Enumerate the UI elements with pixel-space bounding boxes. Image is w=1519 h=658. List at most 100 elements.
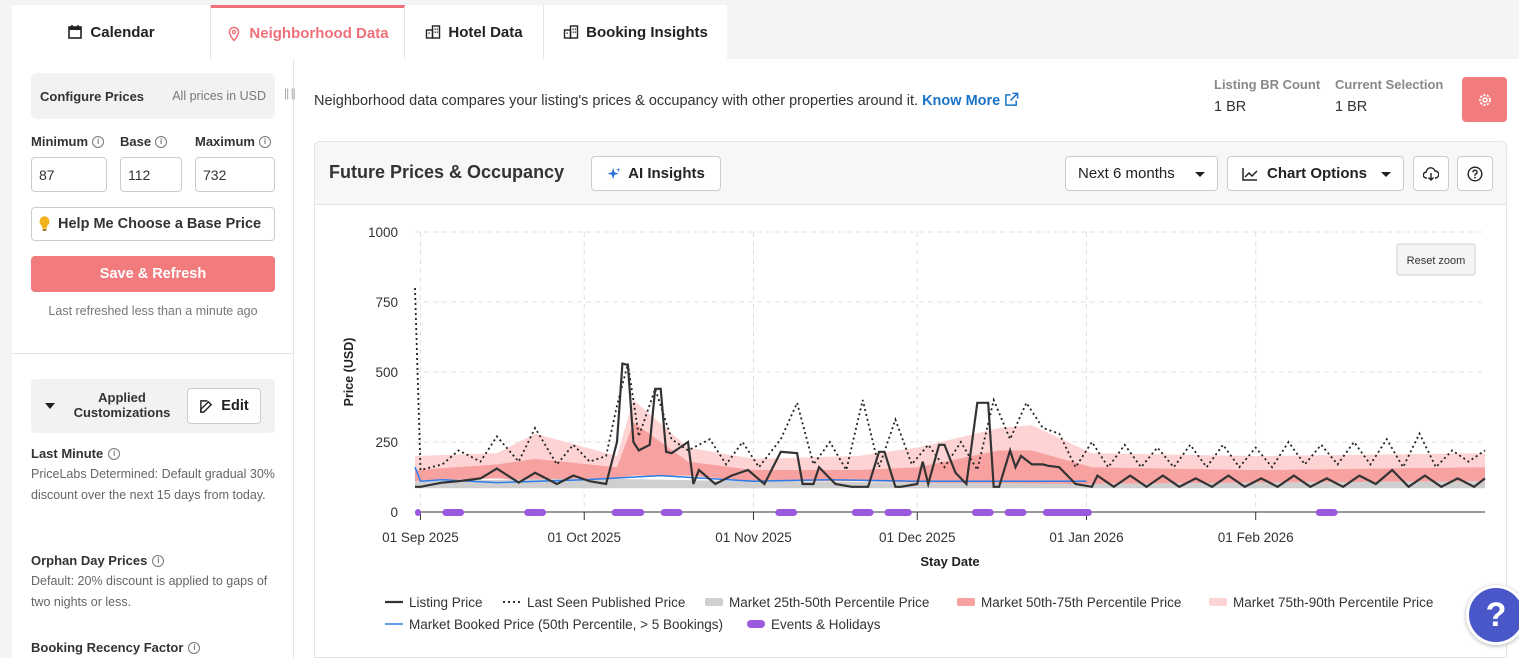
minimum-price-input[interactable] <box>31 157 107 192</box>
help-choose-base-price-label: Help Me Choose a Base Price <box>58 216 262 232</box>
building-icon <box>426 25 441 39</box>
price-occupancy-chart[interactable]: 0 250 500 750 1000 01 Sep 2025 01 Oct 2025 01 N… <box>315 206 1506 656</box>
date-range-value: Next 6 months <box>1078 165 1175 182</box>
legend-item[interactable]: Market Booked Price (50th Percentile, > … <box>409 617 723 632</box>
orphan-day-title-text: Orphan Day Prices <box>31 553 148 568</box>
market-booked-price-line <box>414 466 1087 484</box>
resize-handle[interactable]: || || <box>284 86 296 100</box>
y-tick-label: 0 <box>390 505 398 520</box>
tab-booking-label: Booking Insights <box>586 23 708 41</box>
info-icon[interactable]: i <box>188 641 201 654</box>
base-price-input[interactable] <box>120 157 182 192</box>
listing-br-value: 1 BR <box>1214 99 1247 115</box>
band-market-75th-90th-percentile-price <box>415 400 1485 470</box>
know-more-label: Know More <box>922 93 1001 109</box>
maximum-price-input[interactable] <box>195 157 275 192</box>
save-refresh-button[interactable]: Save & Refresh <box>31 256 275 292</box>
help-chat-button[interactable]: ? <box>1466 585 1519 645</box>
last-minute-desc: PriceLabs Determined: Default gradual 30… <box>31 467 275 502</box>
x-tick-label: 01 Dec 2025 <box>879 530 956 545</box>
edit-customizations-button[interactable]: Edit <box>187 388 261 424</box>
line-chart-icon <box>1242 167 1258 181</box>
event-marker <box>611 509 645 516</box>
info-icon[interactable]: i <box>152 554 165 567</box>
sidebar: Configure Prices All prices in USD Minim… <box>12 59 294 658</box>
download-button[interactable] <box>1413 156 1449 191</box>
tab-booking-insights[interactable]: Booking Insights <box>544 5 727 59</box>
edit-icon <box>200 399 213 413</box>
tab-calendar[interactable]: Calendar <box>12 5 211 59</box>
building-icon <box>563 25 579 39</box>
orphan-day-desc: Default: 20% discount is applied to gaps… <box>31 574 268 609</box>
y-tick-label: 1000 <box>368 225 398 240</box>
chart-options-label: Chart Options <box>1267 165 1367 182</box>
applied-customizations-header: Applied Customizations Edit <box>31 379 275 433</box>
last-seen-published-price-line <box>414 287 1486 473</box>
base-label-text: Base <box>120 134 152 149</box>
x-tick-label: 01 Oct 2025 <box>547 530 621 545</box>
event-marker <box>1042 509 1092 516</box>
legend-symbol <box>957 598 975 606</box>
sidebar-divider <box>12 353 293 354</box>
booking-recency-title-text: Booking Recency Factor <box>31 640 184 655</box>
reset-zoom-button[interactable] <box>1396 243 1476 276</box>
listing-price-line <box>415 362 1486 489</box>
event-marker <box>851 509 874 516</box>
x-tick-label: 01 Jan 2026 <box>1049 530 1123 545</box>
gear-icon <box>1478 93 1491 106</box>
legend-item[interactable]: Listing Price <box>409 595 483 610</box>
tab-neighborhood-data[interactable]: Neighborhood Data <box>211 5 405 59</box>
ai-insights-label: AI Insights <box>628 165 705 182</box>
event-marker <box>971 509 994 516</box>
last-minute-title-text: Last Minute <box>31 446 104 461</box>
last-minute-title: Last Minute i <box>31 446 121 461</box>
legend-item[interactable]: Events & Holidays <box>771 617 881 632</box>
current-selection-label: Current Selection <box>1335 77 1444 92</box>
info-icon[interactable]: i <box>155 135 168 148</box>
sparkle-icon <box>607 167 621 179</box>
legend-symbol <box>747 620 765 628</box>
applied-customizations-title: Applied Customizations <box>73 390 171 420</box>
date-range-select[interactable]: Next 6 months <box>1065 156 1218 191</box>
event-marker <box>884 509 912 516</box>
info-icon[interactable]: i <box>108 447 121 460</box>
calendar-icon <box>68 25 83 39</box>
y-tick-label: 500 <box>375 365 398 380</box>
legend-item[interactable]: Market 50th-75th Percentile Price <box>981 595 1181 610</box>
settings-button[interactable] <box>1462 77 1507 122</box>
orphan-day-title: Orphan Day Prices i <box>31 553 165 568</box>
band-market-50th-75th-percentile-price <box>415 422 1485 484</box>
legend-item[interactable]: Market 75th-90th Percentile Price <box>1233 595 1433 610</box>
help-button[interactable] <box>1457 156 1493 191</box>
info-icon[interactable]: i <box>92 135 105 148</box>
help-choose-base-price-button[interactable]: Help Me Choose a Base Price <box>31 207 275 241</box>
last-refreshed-text: Last refreshed less than a minute ago <box>48 304 258 318</box>
tab-hotel-label: Hotel Data <box>448 23 523 41</box>
y-tick-label: 750 <box>375 295 398 310</box>
booking-recency-title: Booking Recency Factor i <box>31 640 201 655</box>
minimum-label-text: Minimum <box>31 134 89 149</box>
know-more-link[interactable]: Know More <box>922 92 1019 109</box>
event-marker <box>1315 509 1338 516</box>
ai-insights-button[interactable]: AI Insights <box>591 156 721 191</box>
legend-symbol <box>1209 598 1227 606</box>
chart-options-select[interactable]: Chart Options <box>1227 156 1404 191</box>
tab-hotel-data[interactable]: Hotel Data <box>405 5 544 59</box>
tab-neighborhood-label: Neighborhood Data <box>249 25 389 42</box>
listing-br-label: Listing BR Count <box>1214 77 1321 92</box>
event-marker <box>415 509 421 516</box>
info-icon[interactable]: i <box>258 135 271 148</box>
map-pin-icon <box>229 26 240 42</box>
y-tick-label: 250 <box>375 435 398 450</box>
chevron-down-icon <box>1381 172 1391 177</box>
caret-down-icon[interactable] <box>45 403 55 409</box>
current-selection-value: 1 BR <box>1335 99 1368 115</box>
neighborhood-description: Neighborhood data compares your listing'… <box>314 92 1019 109</box>
legend-symbol <box>705 598 723 606</box>
chart-card-header: Future Prices & Occupancy AI Insights Ne… <box>315 142 1506 205</box>
cloud-download-icon <box>1423 166 1439 181</box>
legend-item[interactable]: Market 25th-50th Percentile Price <box>729 595 929 610</box>
external-link-icon <box>1005 92 1019 106</box>
maximum-label: Maximum i <box>195 134 271 149</box>
legend-item[interactable]: Last Seen Published Price <box>527 595 685 610</box>
